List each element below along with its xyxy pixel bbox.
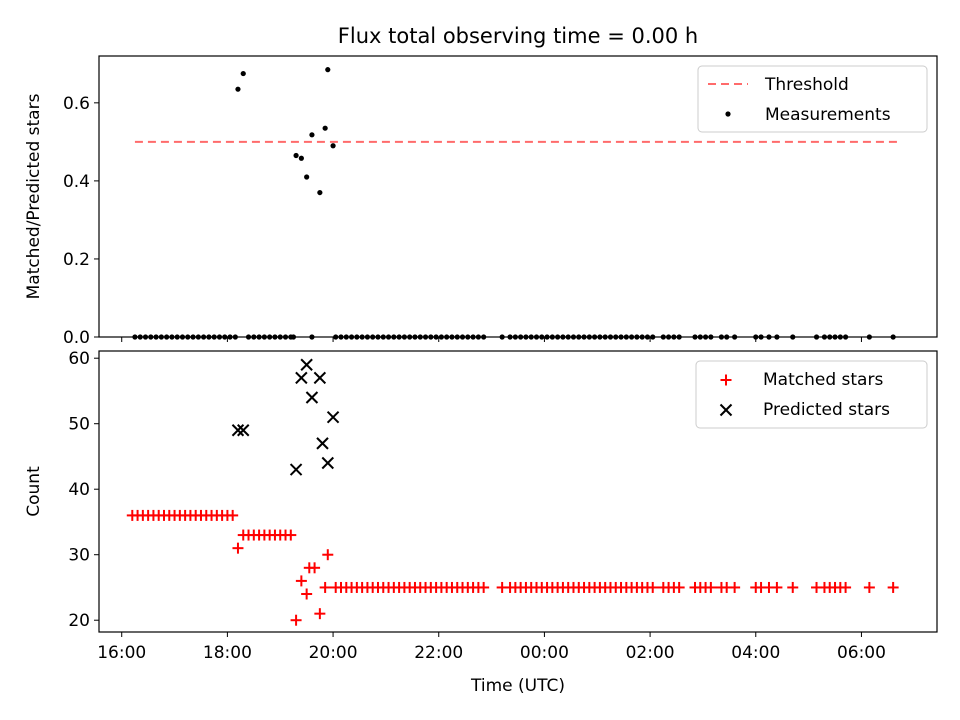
matched-point xyxy=(673,581,685,593)
predicted-point xyxy=(289,463,303,476)
matched-point xyxy=(295,575,307,587)
matched-point xyxy=(887,581,899,593)
matched-point xyxy=(863,581,875,593)
x-tick-label: 20:00 xyxy=(309,643,358,663)
predicted-point xyxy=(231,424,245,437)
measurement-point xyxy=(322,125,328,131)
y-tick-label: 40 xyxy=(68,480,90,500)
chart-title: Flux total observing time = 0.00 h xyxy=(338,24,698,48)
predicted-point xyxy=(300,358,313,371)
legend-measurements-swatch xyxy=(725,111,731,117)
matched-point xyxy=(309,562,321,574)
measurement-point xyxy=(235,86,241,92)
predicted-point xyxy=(295,371,308,385)
cross-b xyxy=(231,424,245,437)
legend-threshold-label: Threshold xyxy=(764,75,849,95)
x-tick-label: 06:00 xyxy=(837,643,886,663)
legend-predicted-label: Predicted stars xyxy=(763,400,890,420)
cross-b xyxy=(289,463,303,476)
bottom-legend: Matched stars Predicted stars xyxy=(695,360,928,429)
matched-point xyxy=(232,542,244,554)
matched-point xyxy=(301,588,313,600)
cross-b xyxy=(313,371,327,385)
predicted-point xyxy=(321,456,334,470)
matched-point xyxy=(319,581,331,593)
matched-point xyxy=(840,581,852,593)
cross-b xyxy=(295,371,308,385)
x-tick-label: 00:00 xyxy=(520,643,569,663)
y-tick-label: 0.0 xyxy=(63,328,90,348)
measurement-point xyxy=(304,174,310,180)
top-legend: Threshold Measurements xyxy=(697,65,928,133)
legend-matched-label: Matched stars xyxy=(763,370,883,390)
predicted-point xyxy=(316,437,329,450)
matched-point xyxy=(771,581,783,593)
predicted-point xyxy=(237,424,250,437)
cross-b xyxy=(326,410,340,424)
legend-box xyxy=(695,360,928,429)
measurement-point xyxy=(298,155,304,161)
x-tick-label: 16:00 xyxy=(97,643,146,663)
y-tick-label: 0.6 xyxy=(63,94,90,114)
x-tick-label: 04:00 xyxy=(731,643,780,663)
x-axis-label: Time (UTC) xyxy=(470,676,565,696)
x-tick-label: 22:00 xyxy=(414,643,463,663)
y-tick-label: 0.4 xyxy=(63,172,90,192)
axes-frame xyxy=(98,350,938,633)
predicted-point xyxy=(326,410,340,424)
measurement-point xyxy=(240,70,246,77)
cross-b xyxy=(300,358,313,371)
legend-box xyxy=(697,65,928,133)
matched-point xyxy=(227,509,239,521)
cross-b xyxy=(719,403,733,417)
matched-point xyxy=(647,581,659,593)
legend-predicted-swatch xyxy=(719,403,733,417)
bottom-panel: 20 30 40 50 60 16:00 18:00 20:00 22:00 00:00 02:00… xyxy=(24,349,938,696)
matched-point xyxy=(285,529,297,541)
legend-matched-swatch xyxy=(720,374,732,386)
y-axis-label: Matched/Predicted stars xyxy=(24,93,44,299)
measurement-point xyxy=(309,132,315,138)
cross-b xyxy=(305,391,319,404)
matched-point xyxy=(314,608,326,620)
measurement-point xyxy=(293,152,299,159)
matched-point xyxy=(290,614,302,626)
top-panel: 0.0 0.2 0.4 0.6 Matched/Predicted stars Thres… xyxy=(24,55,938,348)
measurement-point xyxy=(325,67,331,73)
y-tick-label: 30 xyxy=(68,546,90,566)
y-tick-label: 0.2 xyxy=(63,250,90,270)
cross-b xyxy=(237,424,250,437)
matched-point xyxy=(705,581,717,593)
cross-b xyxy=(321,456,334,470)
measurement-point xyxy=(330,143,336,149)
matched-point xyxy=(322,549,334,561)
y-tick-label: 20 xyxy=(68,611,90,631)
matched-point xyxy=(787,581,799,593)
cross-b xyxy=(316,437,329,450)
matched-point xyxy=(729,581,741,593)
legend-measurements-label: Measurements xyxy=(765,105,891,125)
y-tick-label: 60 xyxy=(68,349,90,369)
y-tick-label: 50 xyxy=(68,415,90,435)
measurement-point xyxy=(317,189,323,196)
predicted-point xyxy=(305,391,319,404)
y-axis-label: Count xyxy=(24,466,44,517)
x-tick-label: 02:00 xyxy=(626,643,675,663)
predicted-point xyxy=(313,371,327,385)
x-tick-label: 18:00 xyxy=(203,643,252,663)
axes-frame xyxy=(98,55,938,338)
matched-point xyxy=(478,581,490,593)
